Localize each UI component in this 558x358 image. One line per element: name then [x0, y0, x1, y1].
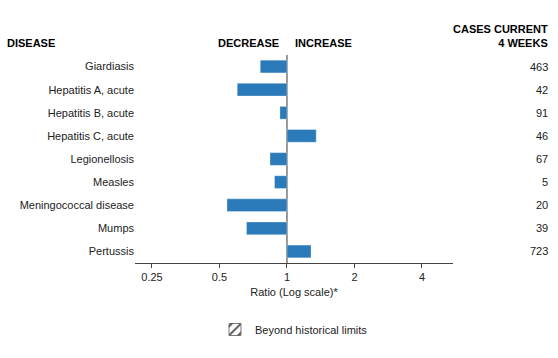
- svg-text:46: 46: [536, 130, 548, 142]
- svg-text:1: 1: [284, 271, 290, 283]
- svg-text:5: 5: [542, 176, 548, 188]
- svg-text:Beyond historical limits: Beyond historical limits: [255, 324, 367, 336]
- svg-text:Giardiasis: Giardiasis: [85, 60, 134, 72]
- svg-text:Mumps: Mumps: [98, 222, 135, 234]
- svg-text:CASES CURRENT4 WEEKS: CASES CURRENT4 WEEKS: [453, 23, 548, 49]
- svg-text:Measles: Measles: [93, 176, 134, 188]
- svg-text:39: 39: [536, 222, 548, 234]
- svg-text:42: 42: [536, 84, 548, 96]
- svg-text:91: 91: [536, 107, 548, 119]
- svg-text:DECREASE: DECREASE: [218, 37, 279, 49]
- svg-text:INCREASE: INCREASE: [295, 37, 352, 49]
- svg-text:Hepatitis C, acute: Hepatitis C, acute: [47, 130, 134, 142]
- svg-text:Pertussis: Pertussis: [89, 245, 135, 257]
- svg-text:723: 723: [530, 245, 548, 257]
- svg-text:Ratio (Log scale)*: Ratio (Log scale)*: [250, 286, 338, 298]
- svg-text:20: 20: [536, 199, 548, 211]
- svg-text:2: 2: [351, 271, 357, 283]
- svg-text:Legionellosis: Legionellosis: [70, 153, 134, 165]
- svg-text:0.25: 0.25: [141, 271, 162, 283]
- svg-text:0.5: 0.5: [212, 271, 227, 283]
- svg-text:463: 463: [530, 61, 548, 73]
- svg-text:4: 4: [419, 271, 425, 283]
- svg-text:Meningococcal disease: Meningococcal disease: [20, 199, 134, 211]
- svg-text:DISEASE: DISEASE: [7, 37, 55, 49]
- svg-text:Hepatitis A, acute: Hepatitis A, acute: [48, 84, 134, 96]
- svg-text:67: 67: [536, 153, 548, 165]
- svg-text:Hepatitis B, acute: Hepatitis B, acute: [48, 107, 134, 119]
